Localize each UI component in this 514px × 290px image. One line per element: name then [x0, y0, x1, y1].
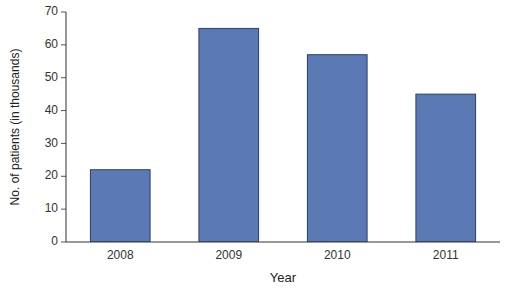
y-tick-label: 40 — [45, 103, 59, 117]
x-axis-line — [66, 242, 500, 243]
y-tick — [61, 77, 66, 78]
x-axis-label: Year — [270, 270, 297, 285]
y-tick-label: 60 — [45, 37, 59, 51]
x-tick-label: 2010 — [324, 248, 351, 262]
bar — [199, 28, 259, 242]
y-tick-label: 20 — [45, 168, 59, 182]
y-tick-label: 30 — [45, 136, 59, 150]
y-tick-label: 70 — [45, 4, 59, 18]
bar — [416, 94, 476, 242]
y-tick — [61, 110, 66, 111]
x-tick-label: 2009 — [215, 248, 242, 262]
y-tick — [61, 143, 66, 144]
y-axis-label: No. of patients (in thousands) — [8, 49, 22, 206]
y-tick — [61, 209, 66, 210]
y-tick — [61, 44, 66, 45]
y-tick — [61, 242, 66, 243]
y-tick-label: 50 — [45, 70, 59, 84]
axes — [66, 12, 500, 242]
y-tick — [61, 176, 66, 177]
y-tick-label: 0 — [51, 234, 58, 248]
y-axis-line — [66, 12, 67, 242]
x-tick-label: 2008 — [107, 248, 134, 262]
x-tick-label: 2011 — [433, 248, 459, 262]
y-tick — [61, 12, 66, 13]
bars — [90, 28, 475, 242]
bar — [307, 55, 367, 242]
chart-container: 0 10 20 30 40 50 60 70 2008 2009 2010 2011 Year No. o… — [0, 0, 514, 290]
y-tick-label: 10 — [45, 201, 59, 215]
chart-svg: 0 10 20 30 40 50 60 70 2008 2009 2010 2011 Year No. o… — [0, 0, 514, 290]
x-axis: 2008 2009 2010 2011 — [107, 248, 459, 262]
bar — [90, 170, 150, 242]
y-axis: 0 10 20 30 40 50 60 70 — [45, 4, 66, 248]
